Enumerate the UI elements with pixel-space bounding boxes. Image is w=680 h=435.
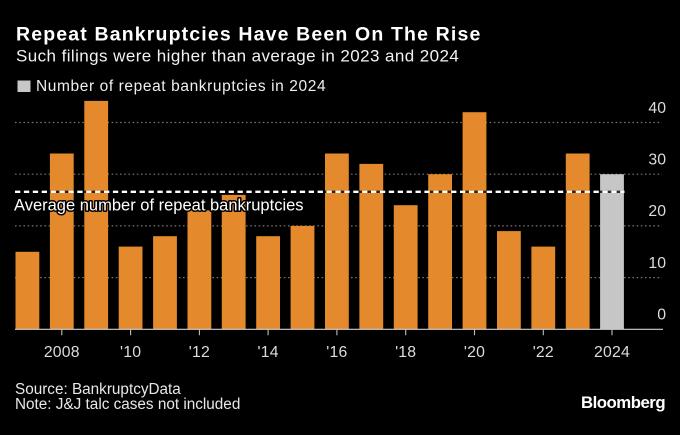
svg-text:'12: '12 (189, 344, 210, 361)
svg-text:10: 10 (648, 255, 666, 272)
svg-text:0: 0 (657, 307, 666, 324)
svg-text:Repeat Bankruptcies Have Been: Repeat Bankruptcies Have Been On The Ris… (16, 24, 481, 46)
svg-text:'20: '20 (464, 344, 485, 361)
svg-text:20: 20 (648, 203, 666, 220)
svg-text:2008: 2008 (44, 344, 80, 361)
svg-text:Number of repeat bankruptcies: Number of repeat bankruptcies in 2024 (36, 78, 326, 95)
svg-text:Source: BankruptcyData: Source: BankruptcyData (15, 381, 181, 398)
svg-text:'18: '18 (395, 344, 416, 361)
svg-text:40: 40 (648, 100, 666, 117)
svg-text:'10: '10 (120, 344, 141, 361)
svg-text:Average number of repeat bankr: Average number of repeat bankruptcies (14, 197, 304, 215)
svg-text:30: 30 (648, 152, 666, 169)
svg-text:Note: J&J talc cases not inclu: Note: J&J talc cases not included (15, 396, 240, 413)
svg-text:2024: 2024 (594, 344, 630, 361)
svg-text:'22: '22 (533, 344, 554, 361)
svg-text:'16: '16 (326, 344, 347, 361)
svg-text:Such filings were higher than: Such filings were higher than average in… (16, 46, 459, 65)
svg-text:Bloomberg: Bloomberg (581, 393, 665, 412)
svg-text:'14: '14 (258, 344, 279, 361)
